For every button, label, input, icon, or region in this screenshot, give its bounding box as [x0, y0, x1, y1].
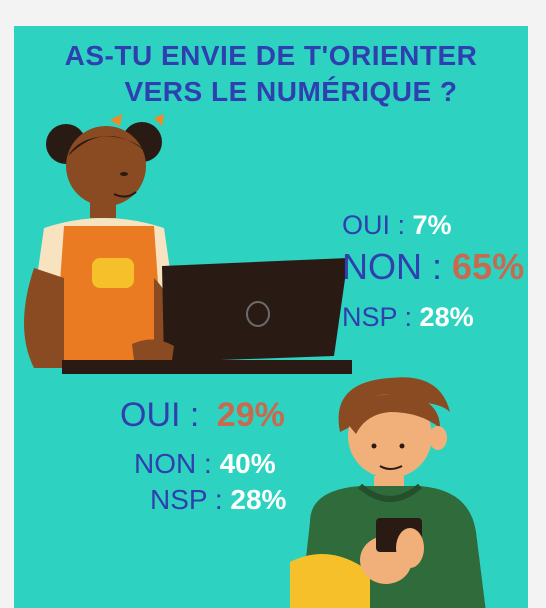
girl-laptop-illustration: [24, 114, 352, 374]
boy-phone-illustration: [290, 377, 486, 608]
non-value-2: 40%: [219, 448, 276, 479]
stat-group-2-nsp: NSP : 28%: [150, 484, 286, 516]
stat-group-1-non: NON : 65%: [342, 246, 524, 288]
non-label-2: NON :: [134, 448, 212, 479]
stat-group-1-nsp: NSP : 28%: [342, 302, 474, 333]
nsp-value: 28%: [419, 302, 474, 332]
oui-label: OUI :: [342, 210, 406, 240]
title-line-2: VERS LE NUMÉRIQUE ?: [124, 76, 458, 107]
title-line-1: AS-TU ENVIE DE T'ORIENTER: [64, 40, 478, 71]
stat-group-1: OUI : 7%: [342, 210, 452, 241]
oui-value-2: 29%: [216, 396, 285, 434]
infographic-poster: AS-TU ENVIE DE T'ORIENTER VERS LE NUMÉRI…: [14, 26, 528, 608]
non-label: NON :: [342, 246, 443, 287]
nsp-label: NSP :: [342, 302, 413, 332]
stat-group-2-oui: OUI : 29%: [120, 396, 285, 435]
oui-label-2: OUI :: [120, 396, 200, 434]
nsp-value-2: 28%: [230, 484, 287, 515]
non-value: 65%: [452, 246, 525, 287]
oui-value: 7%: [412, 210, 452, 240]
nsp-label-2: NSP :: [150, 484, 223, 515]
stat-group-2-non: NON : 40%: [134, 448, 276, 480]
